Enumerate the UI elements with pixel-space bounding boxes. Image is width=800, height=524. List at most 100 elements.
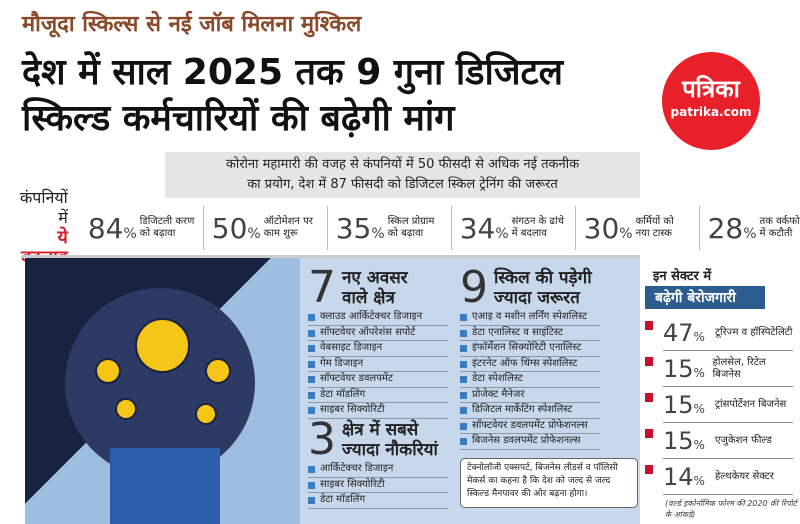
unemployment-item: 47% टूरिज्म व हॉस्पिटेलिटी	[645, 315, 793, 351]
stat-value: 35%	[336, 212, 385, 245]
headline-line-1: देश में साल 2025 तक 9 गुना डिजिटल	[22, 52, 564, 93]
list-item: क्लाउड आर्किटेक्चर डिजाइन	[308, 310, 448, 326]
unemployment-section: इन सेक्टर में बढ़ेगी बेरोजगारी 47% टूरिज्…	[643, 266, 800, 520]
kicker: मौजूदा स्किल्स से नई जॉब मिलना मुश्किल	[22, 12, 362, 37]
stat-number: 30	[583, 211, 620, 245]
stat-value: 28%	[708, 212, 757, 245]
lightbulb-icon	[195, 403, 217, 425]
skills-title-1: स्किल की पड़ेगी	[494, 268, 592, 288]
list-item: प्रोजेक्ट मैनेजर	[460, 388, 600, 403]
unemployment-number: 15	[663, 354, 694, 383]
stat-text: डिजिटली करण को बढ़ावा	[139, 216, 195, 239]
stat-number: 34	[459, 211, 496, 245]
stat-number: 28	[707, 211, 744, 245]
list-item: गेम डिजाइन	[308, 357, 448, 372]
percent-sign: %	[693, 365, 705, 380]
top-jobs-number: 3	[308, 414, 336, 465]
stat-text: कर्मियों को नया टास्क	[635, 216, 674, 239]
percent-sign: %	[371, 225, 385, 242]
change-stat: 28%तक वर्कफोर्स में कटौती	[698, 206, 800, 250]
list-item: डिजिटल मार्केटिंग स्पेशलिस्ट	[460, 403, 600, 419]
list-item: इंफॉर्मेशन सिक्योरिटी एनालिस्ट	[460, 341, 600, 357]
top-jobs-title-2: ज्यादा नौकरियां	[342, 440, 438, 460]
list-item: आर्किटेक्चर डिजाइन	[308, 462, 448, 478]
percent-sign: %	[693, 437, 705, 452]
stat-text: संगठन के ढांचे में बदलाव	[511, 216, 564, 239]
stage-illustration	[110, 448, 220, 524]
percent-sign: %	[619, 225, 633, 242]
headline: देश में साल 2025 तक 9 गुना डिजिटल स्किल्…	[22, 50, 662, 142]
stat-value: 30%	[584, 212, 633, 245]
change-stat: 35% स्किल प्रोग्राम को बढ़ावा	[326, 206, 451, 250]
logo-name: पत्रिका	[682, 75, 740, 103]
unemployment-sector: होलसेल, रिटेल बिजनेस	[712, 356, 766, 380]
opportunities-title-2: वाले क्षेत्र	[342, 288, 395, 308]
skills-section: 9 स्किल की पड़ेगी ज्यादा जरूरत एआइ व मशीन…	[460, 266, 600, 450]
unemployment-item: 14% हेल्थकेयर सेक्टर	[645, 459, 793, 495]
list-item: सॉफ्टवेयर डवलपमेंट प्रोफेशनल्स	[460, 419, 600, 434]
unemployment-value: 15%	[663, 391, 715, 419]
summary-line-1: कोरोना महामारी की वजह से कंपनियों में 50…	[225, 157, 580, 172]
unemployment-value: 15%	[663, 355, 713, 383]
lightbulb-icon	[115, 398, 137, 420]
change-stat: 34% संगठन के ढांचे में बदलाव	[450, 206, 575, 250]
unemployment-sector: एजुकेशन फील्ड	[715, 434, 772, 446]
unemployment-item: 15% होलसेल, रिटेल बिजनेस	[645, 351, 793, 387]
list-item: डेटा मॉडलिंग	[308, 388, 448, 403]
unemployment-sector: टूरिज्म व हॉस्पिटेलिटी	[715, 326, 793, 338]
unemployment-item: 15% ट्रांसपोर्टेशन बिजनेस	[645, 387, 793, 423]
stat-text: ऑटोमेशन पर काम शुरू	[263, 216, 313, 239]
unemployment-number: 14	[663, 462, 694, 491]
unemployment-sector: हेल्थकेयर सेक्टर	[715, 470, 774, 482]
list-item: सॉफ्टवेयर ऑपरेशंस सपोर्ट	[308, 326, 448, 341]
opportunities-section: 7 नए अवसर वाले क्षेत्र क्लाउड आर्किटेक्चर…	[308, 266, 448, 419]
source-note: (वर्ल्ड इकोनॉमिक फोरम की 2020 की रिपोर्ट…	[665, 499, 797, 519]
list-item: बिजनेस डवलपमेंट प्रोफेशनल्स	[460, 434, 600, 450]
unemployment-number: 15	[663, 426, 694, 455]
list-item: साइबर सिक्योरिटी	[308, 403, 448, 419]
skills-number: 9	[460, 262, 488, 313]
percent-sign: %	[495, 225, 509, 242]
unemployment-value: 14%	[663, 463, 715, 491]
stat-value: 50%	[212, 212, 261, 245]
opportunities-number: 7	[308, 262, 336, 313]
unemployment-title-1: इन सेक्टर में	[653, 269, 712, 284]
unemployment-value: 15%	[663, 427, 715, 455]
unemployment-sector: ट्रांसपोर्टेशन बिजनेस	[715, 398, 787, 410]
stat-text: तक वर्कफोर्स में कटौती	[759, 216, 800, 239]
patrika-logo: पत्रिका patrika.com	[662, 52, 760, 150]
expert-quote: टेक्नोलॉजी एक्सपर्ट, बिजनेस लीडर्स व पॉल…	[460, 458, 638, 508]
list-item: डेटा मॉडलिंग	[308, 493, 448, 509]
stat-text: स्किल प्रोग्राम को बढ़ावा	[387, 216, 435, 239]
percent-sign: %	[743, 225, 757, 242]
list-item: डेटा स्पेशलिस्ट	[460, 372, 600, 388]
list-item: साइबर सिक्योरिटी	[308, 478, 448, 493]
stat-number: 84	[87, 211, 124, 245]
percent-sign: %	[123, 225, 137, 242]
change-stat: 84% डिजिटली करण को बढ़ावा	[80, 206, 203, 250]
change-stat: 50% ऑटोमेशन पर काम शुरू	[202, 206, 327, 250]
logo-site: patrika.com	[670, 105, 752, 119]
change-stat: 30% कर्मियों को नया टास्क	[574, 206, 699, 250]
unemployment-title-2: बढ़ेगी बेरोजगारी	[645, 286, 765, 309]
stat-value: 34%	[460, 212, 509, 245]
top-jobs-section: 3 क्षेत्र में सबसे ज्यादा नौकरियां आर्किट…	[308, 418, 448, 509]
illustration	[25, 258, 305, 524]
percent-sign: %	[693, 329, 705, 344]
list-item: डेटा एनालिस्ट व साइंटिस्ट	[460, 326, 600, 341]
unemployment-item: 15% एजुकेशन फील्ड	[645, 423, 793, 459]
divider	[22, 255, 640, 258]
lightbulb-icon	[135, 318, 190, 373]
summary-box: कोरोना महामारी की वजह से कंपनियों में 50…	[165, 152, 640, 198]
stat-number: 35	[335, 211, 372, 245]
stat-number: 50	[211, 211, 248, 245]
percent-sign: %	[247, 225, 261, 242]
unemployment-value: 47%	[663, 319, 715, 347]
summary-line-2: का प्रयोग, देश में 87 फीसदी को डिजिटल स्…	[247, 177, 558, 192]
list-item: सॉफ्टवेयर डवलपमेंट	[308, 372, 448, 388]
list-item: एआइ व मशीन लर्निंग स्पेशलिस्ट	[460, 310, 600, 326]
percent-sign: %	[693, 401, 705, 416]
skills-title-2: ज्यादा जरूरत	[494, 288, 580, 308]
unemployment-number: 15	[663, 390, 694, 419]
lightbulb-icon	[95, 358, 121, 384]
